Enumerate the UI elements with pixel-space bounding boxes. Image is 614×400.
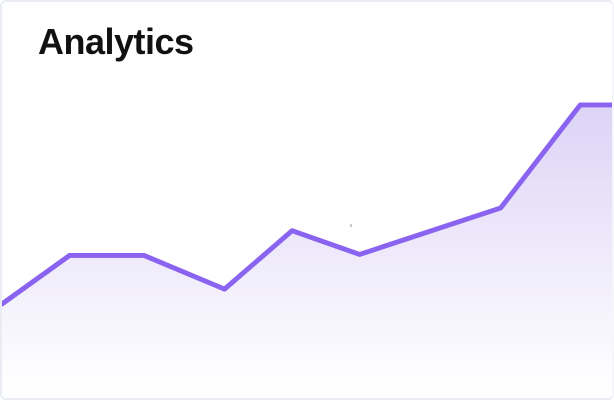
chart-line: [2, 102, 612, 307]
dust-speck-artifact: [350, 224, 352, 227]
page-title: Analytics: [38, 21, 194, 62]
chart-area-fill: [2, 104, 612, 397]
